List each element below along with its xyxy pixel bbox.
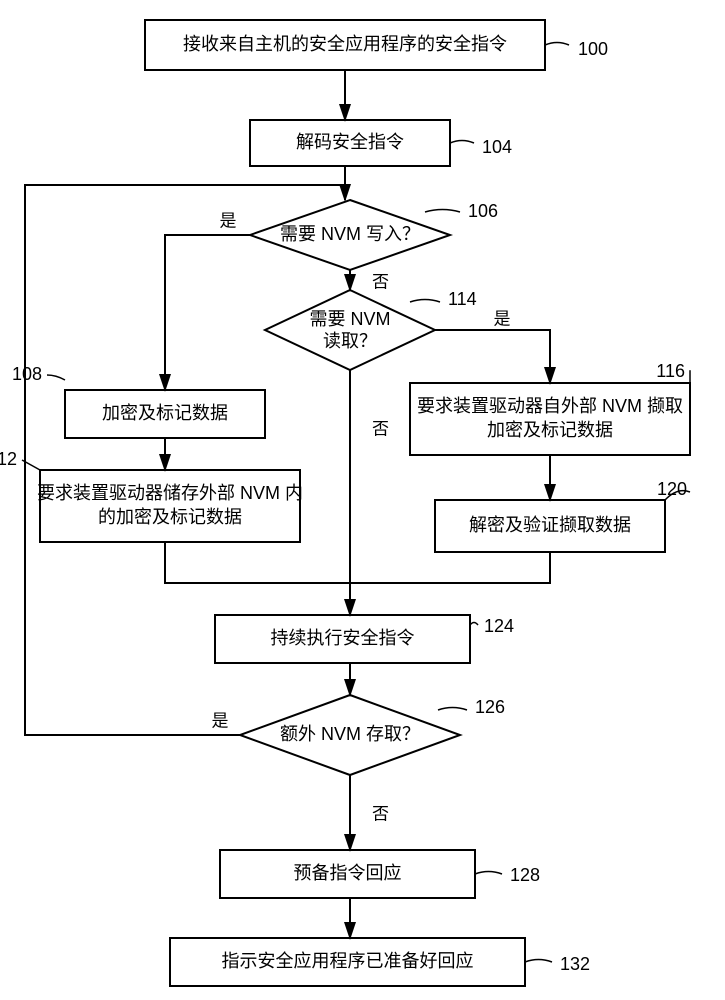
svg-text:需要 NVM: 需要 NVM <box>310 309 391 329</box>
svg-text:100: 100 <box>578 39 608 59</box>
svg-text:预备指令回应: 预备指令回应 <box>294 863 402 883</box>
svg-text:接收来自主机的安全应用程序的安全指令: 接收来自主机的安全应用程序的安全指令 <box>183 34 507 54</box>
svg-text:126: 126 <box>475 697 505 717</box>
svg-text:要求装置驱动器储存外部 NVM 内: 要求装置驱动器储存外部 NVM 内 <box>37 483 303 503</box>
svg-text:120: 120 <box>657 479 687 499</box>
svg-text:114: 114 <box>448 289 477 309</box>
svg-text:112: 112 <box>0 449 17 469</box>
svg-text:106: 106 <box>468 201 498 221</box>
svg-text:额外 NVM 存取？: 额外 NVM 存取？ <box>280 724 420 744</box>
svg-text:要求装置驱动器自外部 NVM 撷取: 要求装置驱动器自外部 NVM 撷取 <box>417 396 683 416</box>
svg-text:132: 132 <box>560 954 590 974</box>
svg-text:需要 NVM 写入？: 需要 NVM 写入？ <box>280 224 420 244</box>
flowchart: 接收来自主机的安全应用程序的安全指令 100 解码安全指令 104 需要 NVM 写入？… <box>0 0 725 1000</box>
svg-text:128: 128 <box>510 865 540 885</box>
svg-text:读取？: 读取？ <box>323 331 377 351</box>
svg-text:指示安全应用程序已准备好回应: 指示安全应用程序已准备好回应 <box>222 951 474 971</box>
svg-text:108: 108 <box>12 364 42 384</box>
svg-text:否: 否 <box>372 804 389 823</box>
svg-text:104: 104 <box>482 137 512 157</box>
svg-text:124: 124 <box>484 616 514 636</box>
svg-text:否: 否 <box>372 419 389 438</box>
svg-text:加密及标记数据: 加密及标记数据 <box>102 403 228 423</box>
svg-text:是: 是 <box>220 211 237 230</box>
svg-text:是: 是 <box>494 309 511 328</box>
svg-text:否: 否 <box>372 272 389 291</box>
svg-text:加密及标记数据: 加密及标记数据 <box>487 420 613 440</box>
svg-text:的加密及标记数据: 的加密及标记数据 <box>98 507 242 527</box>
svg-text:116: 116 <box>656 361 685 381</box>
svg-text:持续执行安全指令: 持续执行安全指令 <box>271 628 415 648</box>
svg-text:解码安全指令: 解码安全指令 <box>296 132 404 152</box>
svg-text:解密及验证撷取数据: 解密及验证撷取数据 <box>469 515 631 535</box>
svg-text:是: 是 <box>212 711 229 730</box>
